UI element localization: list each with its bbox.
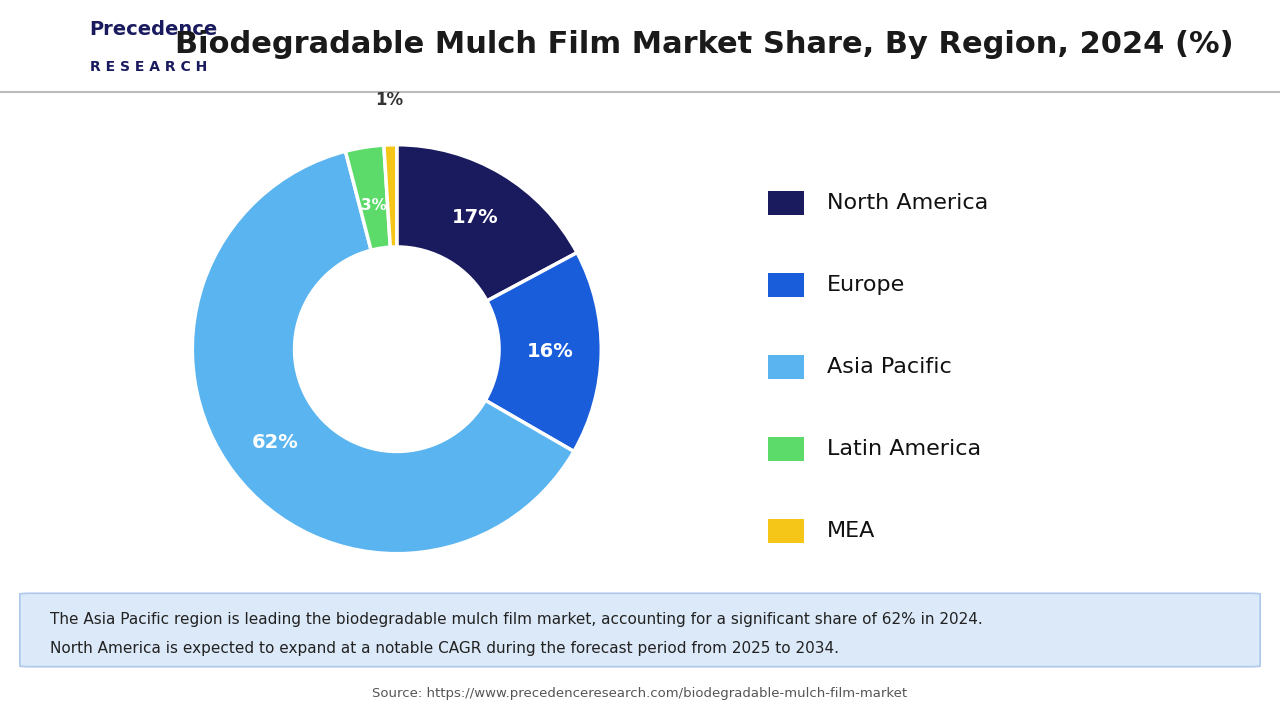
- Wedge shape: [397, 145, 577, 301]
- Text: R E S E A R C H: R E S E A R C H: [90, 60, 207, 74]
- Text: North America is expected to expand at a notable CAGR during the forecast period: North America is expected to expand at a…: [50, 641, 840, 655]
- Wedge shape: [384, 145, 397, 247]
- Wedge shape: [346, 145, 390, 251]
- Text: 17%: 17%: [452, 208, 499, 227]
- Text: 62%: 62%: [251, 433, 298, 451]
- Text: 1%: 1%: [375, 91, 403, 109]
- Text: Biodegradable Mulch Film Market Share, By Region, 2024 (%): Biodegradable Mulch Film Market Share, B…: [174, 30, 1234, 60]
- FancyBboxPatch shape: [20, 593, 1261, 667]
- Bar: [768, 273, 804, 297]
- Text: Precedence: Precedence: [90, 20, 218, 40]
- Bar: [768, 437, 804, 461]
- Wedge shape: [192, 151, 573, 554]
- Text: Europe: Europe: [827, 275, 905, 295]
- Bar: [768, 191, 804, 215]
- Text: Source: https://www.precedenceresearch.com/biodegradable-mulch-film-market: Source: https://www.precedenceresearch.c…: [372, 686, 908, 700]
- Bar: [768, 356, 804, 379]
- Text: 16%: 16%: [527, 342, 573, 361]
- Wedge shape: [485, 253, 602, 451]
- Text: North America: North America: [827, 193, 988, 213]
- Text: The Asia Pacific region is leading the biodegradable mulch film market, accounti: The Asia Pacific region is leading the b…: [50, 612, 983, 626]
- Bar: [768, 520, 804, 543]
- Text: Latin America: Latin America: [827, 439, 982, 459]
- Text: MEA: MEA: [827, 521, 876, 541]
- Text: 3%: 3%: [361, 198, 387, 213]
- Text: Asia Pacific: Asia Pacific: [827, 357, 952, 377]
